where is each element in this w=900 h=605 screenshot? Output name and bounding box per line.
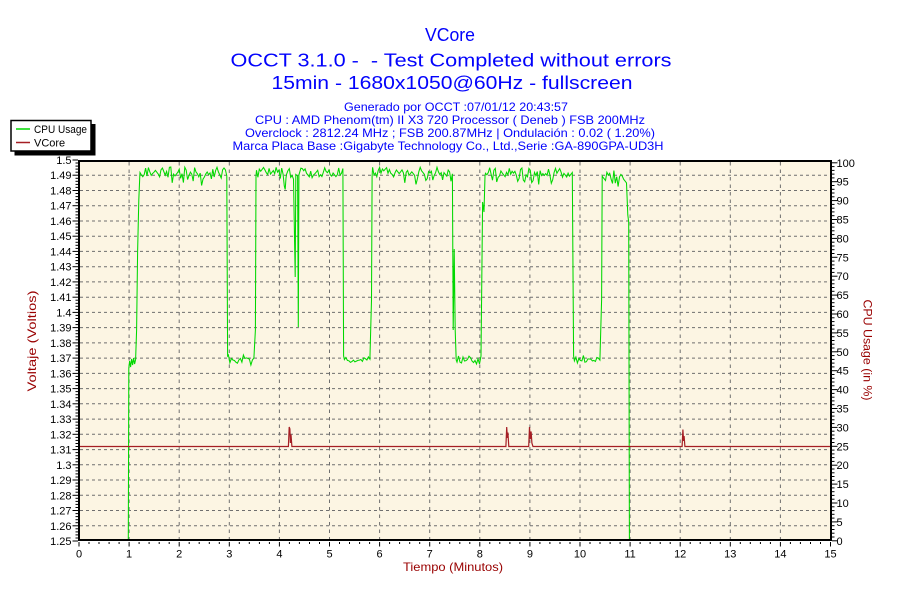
svg-text:14: 14 — [774, 549, 786, 561]
svg-text:55: 55 — [837, 328, 849, 340]
svg-text:95: 95 — [837, 177, 849, 189]
svg-text:1.42: 1.42 — [50, 277, 71, 289]
svg-text:3: 3 — [226, 549, 232, 561]
svg-text:0: 0 — [76, 549, 82, 561]
svg-text:1.28: 1.28 — [50, 490, 71, 502]
svg-text:75: 75 — [837, 252, 849, 264]
svg-text:1.45: 1.45 — [50, 231, 71, 243]
svg-text:CPU Usage (in %): CPU Usage (in %) — [861, 300, 875, 401]
svg-text:0: 0 — [837, 536, 843, 548]
svg-text:12: 12 — [674, 549, 686, 561]
svg-text:100: 100 — [837, 158, 855, 170]
svg-text:1.4: 1.4 — [56, 307, 71, 319]
svg-text:1.34: 1.34 — [50, 399, 71, 411]
svg-text:1.38: 1.38 — [50, 338, 71, 350]
svg-text:2: 2 — [176, 549, 182, 561]
svg-text:10: 10 — [837, 498, 849, 510]
svg-text:1.27: 1.27 — [50, 506, 71, 518]
svg-text:1.47: 1.47 — [50, 201, 71, 213]
svg-text:1.43: 1.43 — [50, 262, 71, 274]
svg-text:5: 5 — [837, 517, 843, 529]
svg-text:1.31: 1.31 — [50, 445, 71, 457]
svg-text:1.37: 1.37 — [50, 353, 71, 365]
svg-text:11: 11 — [624, 549, 635, 561]
svg-text:85: 85 — [837, 215, 849, 227]
svg-text:6: 6 — [377, 549, 383, 561]
svg-text:1.36: 1.36 — [50, 368, 71, 380]
svg-text:1.48: 1.48 — [50, 186, 71, 198]
svg-text:1.46: 1.46 — [50, 216, 71, 228]
svg-text:40: 40 — [837, 385, 849, 397]
svg-text:Marca Placa Base :Gigabyte Tec: Marca Placa Base :Gigabyte Technology Co… — [233, 139, 664, 153]
svg-text:8: 8 — [477, 549, 483, 561]
svg-text:Generado por OCCT :07/01/12 20: Generado por OCCT :07/01/12 20:43:57 — [344, 100, 568, 114]
svg-text:VCore: VCore — [34, 138, 65, 150]
svg-text:CPU Usage: CPU Usage — [34, 124, 87, 136]
svg-text:1: 1 — [126, 549, 132, 561]
svg-text:1.5: 1.5 — [56, 155, 71, 167]
svg-text:45: 45 — [837, 366, 849, 378]
svg-text:65: 65 — [837, 290, 849, 302]
svg-text:90: 90 — [837, 196, 849, 208]
svg-text:30: 30 — [837, 422, 849, 434]
svg-text:1.41: 1.41 — [50, 292, 71, 304]
svg-text:10: 10 — [574, 549, 586, 561]
svg-text:1.3: 1.3 — [56, 460, 71, 472]
svg-text:15min - 1680x1050@60Hz - fulls: 15min - 1680x1050@60Hz - fullscreen — [272, 72, 633, 93]
svg-text:9: 9 — [527, 549, 533, 561]
svg-text:50: 50 — [837, 347, 849, 359]
svg-text:15: 15 — [837, 479, 849, 491]
svg-text:35: 35 — [837, 404, 849, 416]
svg-text:5: 5 — [326, 549, 332, 561]
svg-text:OCCT 3.1.0 - - Test Completed: OCCT 3.1.0 - - Test Completed without er… — [231, 50, 672, 71]
svg-text:1.35: 1.35 — [50, 384, 71, 396]
svg-text:4: 4 — [276, 549, 282, 561]
svg-text:Overclock : 2812.24 MHz ; FSB: Overclock : 2812.24 MHz ; FSB 200.87MHz … — [245, 126, 655, 140]
svg-text:1.39: 1.39 — [50, 323, 71, 335]
svg-text:1.25: 1.25 — [50, 536, 71, 548]
svg-text:VCore: VCore — [425, 24, 475, 45]
svg-text:70: 70 — [837, 271, 849, 283]
svg-text:20: 20 — [837, 460, 849, 472]
svg-text:60: 60 — [837, 309, 849, 321]
svg-text:7: 7 — [427, 549, 433, 561]
svg-text:1.32: 1.32 — [50, 429, 71, 441]
svg-text:Tiempo (Minutos): Tiempo (Minutos) — [403, 560, 503, 574]
svg-text:1.49: 1.49 — [50, 170, 71, 182]
svg-text:1.29: 1.29 — [50, 475, 71, 487]
svg-text:CPU : AMD Phenom(tm) II X3 720: CPU : AMD Phenom(tm) II X3 720 Processor… — [255, 113, 645, 127]
svg-text:1.44: 1.44 — [50, 246, 71, 258]
svg-text:1.33: 1.33 — [50, 414, 71, 426]
svg-text:25: 25 — [837, 441, 849, 453]
svg-text:80: 80 — [837, 233, 849, 245]
svg-text:15: 15 — [824, 549, 836, 561]
svg-text:1.26: 1.26 — [50, 521, 71, 533]
svg-text:13: 13 — [724, 549, 736, 561]
svg-text:Voltaje (Voltios): Voltaje (Voltios) — [25, 291, 39, 392]
